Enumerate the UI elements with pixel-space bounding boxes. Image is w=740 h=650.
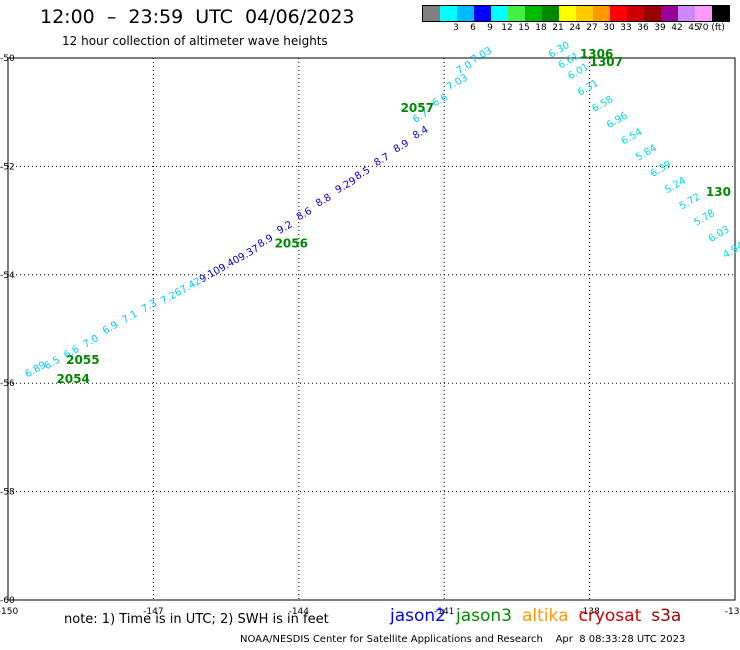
- satellite-legend-altika: altika: [522, 606, 569, 626]
- satellite-legend-s3a: s3a: [651, 606, 682, 626]
- wave-height-label: 6.58: [590, 94, 615, 115]
- scale-label: 30: [603, 23, 615, 33]
- lon-tick-label: -144: [289, 607, 310, 617]
- wave-height-label: 6.54: [620, 127, 645, 148]
- scale-label: 45: [688, 23, 700, 33]
- lat-tick-label: -52: [0, 162, 15, 172]
- scale-swatch: [644, 6, 661, 21]
- wave-height-label: 5.78: [692, 208, 717, 229]
- wave-height-label: 6.5: [43, 355, 62, 372]
- scale-swatch: [576, 6, 593, 21]
- lon-tick-label: -141: [434, 607, 454, 617]
- lon-tick-label: -150: [0, 607, 18, 617]
- scale-swatch: [474, 6, 491, 21]
- wave-height-color-scale: 3 6 9 12 15 18 21 24 27 30 33 36 39 42 45 70 (ft): [422, 5, 730, 33]
- wave-height-label: 8.9: [392, 138, 411, 155]
- wave-height-label: 6.9: [101, 320, 120, 337]
- pass-time-label: 2056: [275, 237, 308, 251]
- scale-swatch: [610, 6, 627, 21]
- map-note: note: 1) Time is in UTC; 2) SWH is in fe…: [64, 612, 329, 627]
- scale-swatch: [440, 6, 457, 21]
- scale-swatch: [525, 6, 542, 21]
- wave-height-label: 6.03: [707, 224, 732, 245]
- wave-height-label: 8.6: [295, 206, 314, 223]
- credit-line: NOAA/NESDIS Center for Satellite Applica…: [240, 634, 686, 645]
- satellite-legend-cryosat: cryosat: [578, 606, 642, 626]
- wave-height-label: 9.2: [275, 219, 294, 236]
- map-title: 12:00 – 23:59 UTC 04/06/2023: [40, 6, 355, 28]
- scale-swatch: [627, 6, 644, 21]
- scale-label: 39: [654, 23, 666, 33]
- wave-height-label: 6.96: [605, 110, 630, 131]
- scale-label: 70 (ft): [697, 23, 725, 33]
- pass-time-label: 1306: [580, 47, 613, 61]
- pass-time-label: 1307: [590, 55, 623, 69]
- lon-tick-label: -135: [725, 607, 740, 617]
- color-scale-boxes: [422, 5, 730, 22]
- wave-height-label: 8.4: [411, 124, 430, 141]
- map-subtitle: 12 hour collection of altimeter wave hei…: [62, 34, 328, 48]
- scale-swatch: [542, 6, 559, 21]
- scale-swatch: [457, 6, 474, 21]
- lon-tick-label: -138: [579, 607, 600, 617]
- scale-label: 27: [586, 23, 598, 33]
- scale-label: 15: [518, 23, 530, 33]
- wave-height-label: 5.72: [678, 192, 703, 213]
- scale-swatch: [491, 6, 508, 21]
- scale-label: 6: [470, 23, 476, 33]
- wave-height-label: 9.37: [237, 243, 262, 264]
- pass-time-label: 130: [706, 185, 731, 199]
- scale-swatch: [712, 6, 729, 21]
- map-frame: [7, 57, 736, 601]
- wave-height-label: 8.5: [353, 165, 372, 182]
- wave-height-label: 7.03: [445, 72, 470, 93]
- wave-height-label: 5.84: [634, 143, 659, 164]
- wave-height-label: 4.94: [721, 240, 740, 261]
- satellite-legend: jason2 jason3 altika cryosat s3a: [390, 606, 691, 626]
- wave-height-label: 8.9: [256, 233, 275, 250]
- scale-label: 3: [453, 23, 459, 33]
- scale-label: 42: [671, 23, 683, 33]
- scale-label: 36: [637, 23, 649, 33]
- lat-tick-label: -56: [0, 379, 15, 389]
- scale-swatch: [678, 6, 695, 21]
- wave-height-label: 7.0: [455, 59, 474, 76]
- wave-height-label: 7.0: [82, 333, 101, 350]
- wave-height-label: 7.03: [469, 45, 494, 66]
- lon-tick-label: -147: [143, 607, 163, 617]
- wave-height-label: 6.39: [649, 159, 674, 180]
- scale-swatch: [508, 6, 525, 21]
- scale-swatch: [423, 6, 440, 21]
- lat-tick-label: -50: [0, 54, 15, 64]
- scale-label: 21: [552, 23, 564, 33]
- pass-time-label: 2054: [56, 372, 89, 386]
- scale-label: 24: [569, 23, 581, 33]
- scale-swatch: [593, 6, 610, 21]
- scale-swatch: [695, 6, 712, 21]
- wave-height-label: 8.8: [314, 192, 333, 209]
- scale-label: 9: [487, 23, 493, 33]
- lat-tick-label: -58: [0, 488, 15, 498]
- satellite-legend-jason2: jason2: [390, 606, 446, 626]
- satellite-legend-jason3: jason3: [456, 606, 512, 626]
- pass-time-label: 2057: [401, 101, 434, 115]
- pass-time-label: 2055: [66, 353, 99, 367]
- scale-swatch: [661, 6, 678, 21]
- scale-swatch: [559, 6, 576, 21]
- wave-height-label: 6.31: [576, 78, 601, 99]
- lat-tick-label: -54: [0, 271, 15, 281]
- scale-label: 33: [620, 23, 632, 33]
- wave-height-label: 5.24: [663, 175, 688, 196]
- wave-height-label: 7.1: [120, 309, 139, 326]
- wave-height-label: 7.3: [140, 298, 159, 315]
- wave-height-label: 9.29: [334, 175, 359, 196]
- scale-label: 18: [535, 23, 547, 33]
- lat-tick-label: -60: [0, 596, 15, 606]
- scale-label: 12: [501, 23, 513, 33]
